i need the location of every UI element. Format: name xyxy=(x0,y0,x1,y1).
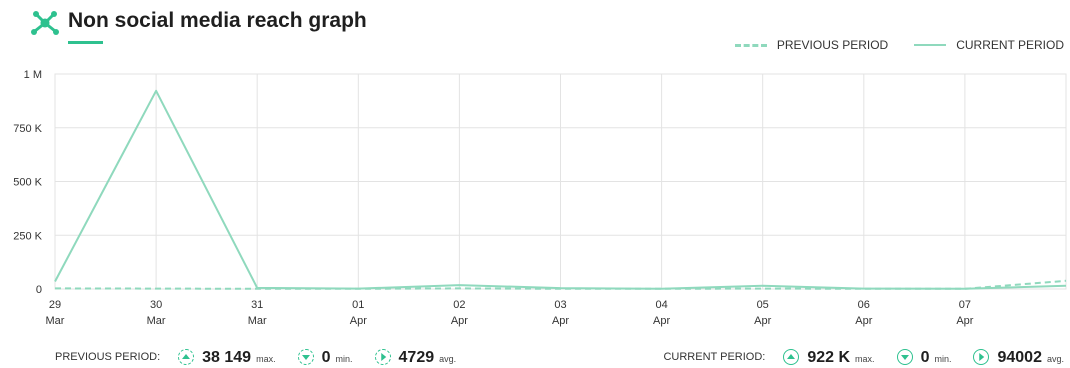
reach-line-chart: 0 250 K 500 K 750 K 1 M 29 Mar 30 Mar 31 Mar 01 Apr 0… xyxy=(13,69,1067,327)
current-min-unit: min. xyxy=(934,354,952,364)
x-tick-label-month: Apr xyxy=(855,315,872,327)
previous-avg-stat: 4729 avg. xyxy=(374,346,457,367)
previous-period-label: PREVIOUS PERIOD: xyxy=(55,350,161,363)
x-tick-label-month: Apr xyxy=(956,315,973,327)
previous-min-value: 0 xyxy=(321,349,331,366)
x-tick-label-day: 04 xyxy=(655,299,667,311)
previous-max-stat: 38 149 max. xyxy=(178,346,276,367)
min-arrow-icon xyxy=(297,349,314,365)
current-max-value: 922 K xyxy=(807,349,851,366)
x-tick-label-day: 02 xyxy=(453,299,465,311)
x-tick-label-day: 29 xyxy=(49,299,61,311)
current-avg-stat: 94002 avg. xyxy=(973,346,1064,367)
legend-swatch-current xyxy=(914,44,947,46)
legend-item-previous[interactable]: PREVIOUS PERIOD xyxy=(734,38,889,52)
previous-min-stat: 0 min. xyxy=(297,346,353,367)
legend-swatch-previous xyxy=(734,43,767,47)
legend-label-current: CURRENT PERIOD xyxy=(956,38,1064,52)
x-tick-label-day: 30 xyxy=(150,299,162,311)
legend-label-previous: PREVIOUS PERIOD xyxy=(776,38,889,52)
period-summary: PREVIOUS PERIOD: 38 149 max. 0 min. 4729… xyxy=(0,346,1070,368)
x-tick-label-day: 06 xyxy=(858,299,870,311)
max-arrow-icon xyxy=(783,349,800,365)
y-tick-label: 500 K xyxy=(13,177,42,189)
chart-header: Non social media reach graph xyxy=(30,6,1070,46)
x-tick-label-day: 31 xyxy=(251,299,263,311)
x-tick-label-month: Apr xyxy=(754,315,771,327)
current-min-value: 0 xyxy=(920,349,930,366)
previous-min-unit: min. xyxy=(335,354,353,364)
x-tick-label-month: Mar xyxy=(147,315,166,327)
max-arrow-icon xyxy=(178,349,195,365)
current-max-stat: 922 K max. xyxy=(783,346,875,367)
current-period-stats: CURRENT PERIOD: 922 K max. 0 min. 94002 … xyxy=(663,346,1064,367)
previous-avg-unit: avg. xyxy=(439,354,457,364)
avg-arrow-icon xyxy=(973,349,990,365)
x-tick-label-day: 07 xyxy=(959,299,971,311)
y-tick-label: 1 M xyxy=(24,69,42,81)
current-avg-value: 94002 xyxy=(997,349,1042,366)
current-min-stat: 0 min. xyxy=(896,346,952,367)
min-arrow-icon xyxy=(896,349,913,365)
current-period-line xyxy=(54,89,1067,290)
previous-max-unit: max. xyxy=(256,354,276,364)
current-avg-unit: avg. xyxy=(1046,354,1064,364)
x-tick-label-day: 01 xyxy=(352,299,364,311)
x-tick-label-month: Apr xyxy=(552,315,569,327)
page-title: Non social media reach graph xyxy=(68,9,367,32)
legend-item-current[interactable]: CURRENT PERIOD xyxy=(914,38,1064,52)
y-tick-label: 250 K xyxy=(13,230,42,242)
previous-max-value: 38 149 xyxy=(202,349,252,366)
y-tick-label: 750 K xyxy=(13,123,42,135)
x-tick-label-month: Mar xyxy=(46,315,65,327)
avg-arrow-icon xyxy=(374,349,391,365)
previous-avg-value: 4729 xyxy=(398,349,435,366)
x-tick-label-month: Apr xyxy=(451,315,468,327)
previous-period-stats: PREVIOUS PERIOD: 38 149 max. 0 min. 4729… xyxy=(55,346,456,367)
y-tick-label: 0 xyxy=(36,284,42,296)
network-icon xyxy=(31,11,59,35)
x-tick-label-day: 03 xyxy=(554,299,566,311)
x-tick-label-month: Apr xyxy=(653,315,670,327)
current-max-unit: max. xyxy=(855,354,875,364)
x-tick-label-month: Mar xyxy=(248,315,267,327)
current-period-label: CURRENT PERIOD: xyxy=(663,350,766,363)
x-tick-label-day: 05 xyxy=(757,299,769,311)
chart-legend: PREVIOUS PERIOD CURRENT PERIOD xyxy=(709,38,1064,52)
title-underline xyxy=(68,41,103,44)
x-tick-label-month: Apr xyxy=(350,315,367,327)
